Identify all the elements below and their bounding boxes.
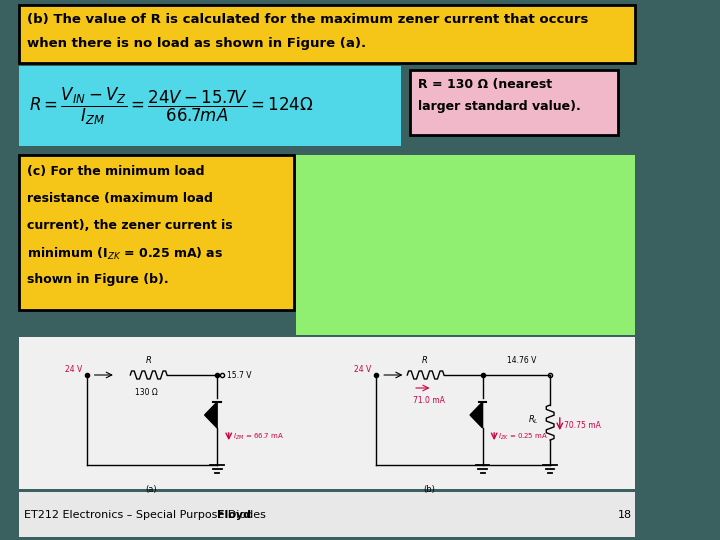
Text: current), the zener current is: current), the zener current is (27, 219, 233, 232)
Text: 71.0 mA: 71.0 mA (413, 396, 445, 405)
Polygon shape (204, 402, 217, 428)
Text: $R = \dfrac{V_{IN} - V_Z}{I_{ZM}} = \dfrac{24V - 15.7V}{66.7mA} = 124\Omega$: $R = \dfrac{V_{IN} - V_Z}{I_{ZM}} = \dfr… (29, 85, 313, 126)
FancyBboxPatch shape (297, 155, 635, 335)
Text: ET212 Electronics – Special Purpose Diodes: ET212 Electronics – Special Purpose Diod… (24, 510, 266, 520)
Text: when there is no load as shown in Figure (a).: when there is no load as shown in Figure… (27, 37, 366, 50)
Text: (c) For the minimum load: (c) For the minimum load (27, 165, 204, 178)
Text: resistance (maximum load: resistance (maximum load (27, 192, 213, 205)
Text: 70.75 mA: 70.75 mA (564, 421, 600, 429)
Text: $I_{ZK}$ = 0.25 mA: $I_{ZK}$ = 0.25 mA (498, 432, 548, 442)
Text: $I_{ZM}$ = 66.7 mA: $I_{ZM}$ = 66.7 mA (233, 432, 284, 442)
Text: R: R (422, 356, 428, 365)
FancyBboxPatch shape (19, 337, 635, 489)
Text: R = 130 Ω (nearest: R = 130 Ω (nearest (418, 78, 552, 91)
Text: 24 V: 24 V (65, 366, 82, 375)
FancyBboxPatch shape (19, 5, 635, 63)
Text: 14.76 V: 14.76 V (506, 356, 536, 365)
Text: (a): (a) (145, 485, 158, 494)
FancyBboxPatch shape (410, 70, 618, 135)
Text: (b): (b) (423, 485, 436, 494)
Text: 24 V: 24 V (354, 366, 372, 375)
Text: (b) The value of R is calculated for the maximum zener current that occurs: (b) The value of R is calculated for the… (27, 13, 588, 26)
Text: 130 Ω: 130 Ω (135, 388, 158, 397)
Text: minimum (I$_{ZK}$ = 0.25 mA) as: minimum (I$_{ZK}$ = 0.25 mA) as (27, 246, 223, 262)
FancyBboxPatch shape (19, 155, 294, 310)
Polygon shape (470, 402, 482, 428)
FancyBboxPatch shape (19, 66, 400, 146)
FancyBboxPatch shape (19, 492, 635, 537)
Text: larger standard value).: larger standard value). (418, 100, 580, 113)
Text: 18: 18 (618, 510, 632, 520)
Text: Floyd: Floyd (217, 510, 251, 520)
Text: $R_L$: $R_L$ (528, 414, 539, 426)
Text: R: R (145, 356, 152, 365)
Text: 15.7 V: 15.7 V (227, 370, 251, 380)
Text: shown in Figure (b).: shown in Figure (b). (27, 273, 168, 286)
